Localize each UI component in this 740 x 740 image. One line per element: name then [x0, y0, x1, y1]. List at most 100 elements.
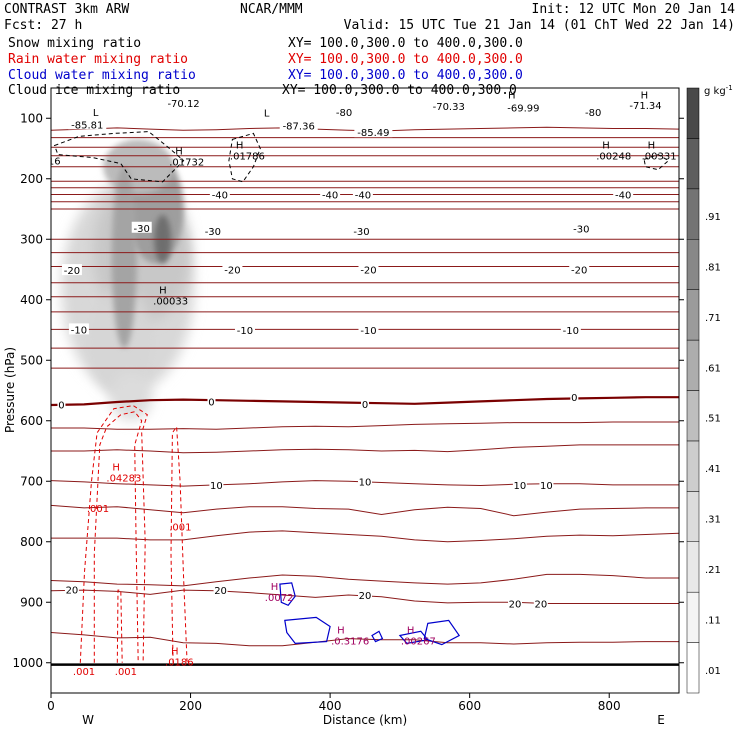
header-init: Init: 12 UTC Mon 20 Jan 14: [532, 2, 736, 17]
header-model: CONTRAST 3km ARW: [4, 2, 129, 17]
colorbar-label: .31: [705, 515, 721, 526]
temperature-label: -20: [360, 266, 376, 277]
temperature-labels: -70.12 -85.81 -87.36 -80 -85.49 -70.33 -69.99 -…: [57, 97, 665, 610]
temperature-label: 0: [208, 397, 214, 408]
rain-contour-0: [93, 411, 143, 663]
x-tick-label: 800: [598, 699, 621, 713]
extrema-mark: H: [112, 462, 120, 473]
temperature-label-bg: [202, 224, 223, 236]
x-tick-label: 0: [47, 699, 55, 713]
y-tick-label: 300: [20, 232, 43, 246]
temperature-label-bg: [504, 101, 543, 113]
colorbar-swatch: [686, 591, 700, 643]
temperature-label-bg: [334, 106, 355, 118]
temperature-label: -30: [205, 227, 221, 238]
extrema-mark: H: [508, 90, 516, 101]
temperature-label-bg: [354, 126, 393, 138]
cloud-water-contour-1: [284, 616, 331, 645]
extrema-value: .001: [115, 667, 137, 678]
temperature-label: -30: [353, 227, 369, 238]
snow-shade-6: [111, 166, 137, 349]
temperature-label-bg: [279, 119, 318, 131]
colorbar-swatch: [686, 289, 700, 341]
temperature-contour-23: [51, 504, 679, 517]
temperature-label: 10: [514, 481, 527, 492]
temperature-label-bg: [429, 100, 468, 112]
extrema-value: .001: [73, 667, 95, 678]
temperature-label-bg: [320, 188, 341, 200]
y-tick-label: 200: [20, 172, 43, 186]
temperature-label-bg: [68, 323, 89, 335]
temperature-label-bg: [613, 188, 634, 200]
temperature-label: -80: [585, 108, 601, 119]
temperature-label-bg: [569, 263, 590, 275]
temperature-label: -30: [134, 224, 150, 235]
colorbar-swatch: [686, 440, 700, 492]
extrema-value: .001: [169, 522, 191, 533]
direction-west: W: [82, 713, 94, 727]
temperature-label: -80: [336, 108, 352, 119]
temperature-label: 20: [509, 599, 522, 610]
temperature-label: 10: [359, 477, 372, 488]
temperature-label: -40: [322, 190, 338, 201]
temperature-label-bg: [570, 391, 579, 403]
colorbar-swatch: [686, 138, 700, 190]
temperature-contour-20: [51, 421, 679, 430]
extrema-value: .04283: [106, 473, 141, 484]
extrema-value: .0.3176: [331, 637, 369, 648]
temperature-label: -87.36: [283, 122, 315, 133]
header-valid: Valid: 15 UTC Tue 21 Jan 14 (01 ChT Wed …: [344, 18, 735, 33]
extrema-labels: L LH HH.01732H.01786H.00248H.00331716H.000…: [51, 90, 677, 678]
colorbar-label: .41: [705, 464, 721, 475]
plot-area: -70.12 -85.81 -87.36 -80 -85.49 -70.33 -69.99 -…: [51, 90, 679, 678]
y-axis-label: Pressure (hPa): [3, 347, 17, 433]
extrema-value: .0072: [265, 593, 294, 604]
temperature-contour-25: [51, 573, 679, 587]
extrema-mark: H: [337, 626, 345, 637]
temperature-label-bg: [222, 263, 243, 275]
temperature-label: -85.49: [357, 128, 389, 139]
extrema-mark: H: [648, 141, 656, 152]
rain-contour-2: [170, 425, 188, 663]
y-tick-label: 400: [20, 293, 43, 307]
x-tick-label: 200: [179, 699, 202, 713]
temperature-label-bg: [234, 324, 255, 335]
field-xy-snow: XY= 100.0,300.0 to 400.0,300.0: [288, 36, 523, 51]
y-tick-label: 800: [20, 535, 43, 549]
temperature-label-bg: [358, 588, 372, 600]
rain-contour-1: [79, 405, 148, 663]
field-xy-cloud-water: XY= 100.0,300.0 to 400.0,300.0: [288, 68, 523, 83]
temperature-label: 0: [58, 400, 64, 411]
temperature-label: -71.34: [629, 101, 661, 112]
extrema-mark: H: [271, 582, 279, 593]
temperature-label: 20: [214, 586, 227, 597]
temperature-label: -10: [563, 326, 579, 337]
extrema-mark: H: [159, 286, 167, 297]
temperature-label: 20: [534, 599, 547, 610]
y-tick-label: 1000: [12, 656, 43, 670]
cloud-water-contour-3: [371, 630, 384, 643]
y-tick-label: 900: [20, 595, 43, 609]
temperature-label-bg: [539, 478, 554, 490]
temperature-label-bg: [571, 222, 592, 234]
y-tick-label: 500: [20, 353, 43, 367]
colorbar-swatch: [686, 188, 700, 240]
temperature-label-bg: [68, 118, 107, 130]
temperature-label: -69.99: [507, 103, 539, 114]
y-tick-label: 600: [20, 414, 43, 428]
colorbar-swatch: [686, 491, 700, 543]
temperature-label: -30: [573, 224, 589, 235]
snow-shading: [61, 139, 195, 421]
field-label-cloud-water: Cloud water mixing ratio: [8, 68, 196, 83]
temperature-label-bg: [209, 478, 224, 490]
temperature-label-bg: [352, 188, 373, 200]
temperature-label-bg: [583, 106, 604, 118]
colorbar-label: .91: [705, 212, 721, 223]
temperature-label-bg: [213, 584, 228, 596]
temperature-label: -20: [571, 266, 587, 277]
temperature-label: 20: [359, 591, 372, 602]
extrema-value: .00331: [642, 152, 677, 163]
y-tick-label: 100: [20, 111, 43, 125]
colorbar-swatch: [686, 390, 700, 442]
temperature-label-bg: [560, 324, 581, 335]
